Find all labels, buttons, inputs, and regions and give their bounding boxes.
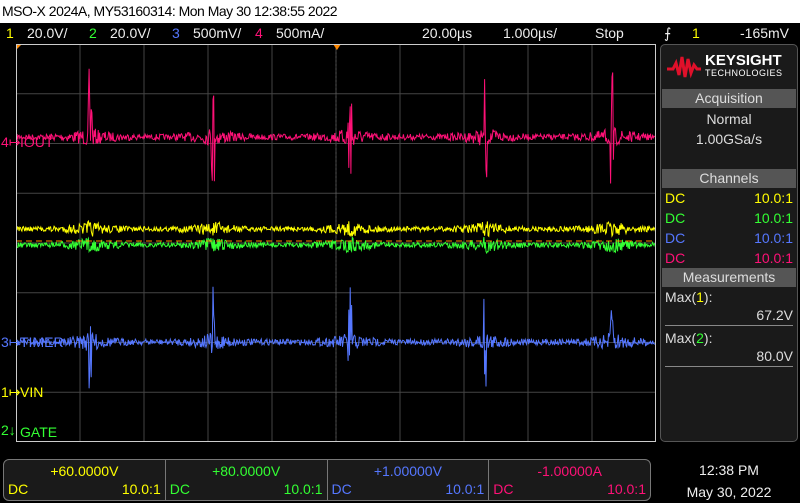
ch4-number[interactable]: 4 [255,25,263,41]
ch3-timer-trace [16,286,656,389]
channel-row-1: DC 10.0:1 [665,190,793,206]
measurement-1: Max(1): 67.2V [661,287,797,328]
channel-row-2: DC 10.0:1 [665,210,793,226]
timebase[interactable]: 1.000µs/ [503,25,557,41]
acquisition-mode: Normal [706,111,752,127]
sample-rate: 1.00GSa/s [695,131,763,147]
ch4-ground-marker[interactable]: 4↦ [1,134,21,150]
channel-offset-bar: +60.0000V DC 10.0:1 +80.0000V DC 10.0:1 +1.0… [3,459,651,501]
waveform-traces [16,68,656,389]
delay-marker [16,44,22,50]
ch3-offset-box[interactable]: +1.00000V DC 10.0:1 [328,460,490,500]
ch4-offset-box[interactable]: -1.00000A DC 10.0:1 [493,463,646,497]
ch2-label: GATE [20,424,58,440]
clock-time: 12:38 PM [699,462,759,478]
channel-row-4: DC 10.0:1 [665,250,793,266]
side-panel: KEYSIGHT TECHNOLOGIES Acquisition Normal… [660,44,798,442]
ch3-ground-marker[interactable]: 3↦ [1,334,21,350]
measurement-2: Max(2): 80.0V [661,328,797,369]
measurements-header[interactable]: Measurements [662,268,796,287]
rising-edge-icon: ⨍ [664,25,672,41]
ch4-scale[interactable]: 500mA/ [276,25,325,41]
ch3-label: TIMER [20,334,64,350]
ch2-offset-box[interactable]: +80.0000V DC 10.0:1 [166,460,328,500]
channels-header[interactable]: Channels [662,169,796,188]
ch3-number[interactable]: 3 [172,25,180,41]
status-bar: 1 20.0V/ 2 20.0V/ 3 500mV/ 4 500mA/ 20.0… [0,23,800,43]
ch1-offset-box[interactable]: +60.0000V DC 10.0:1 [4,460,166,500]
acquisition-header[interactable]: Acquisition [662,89,796,108]
channel-row-3: DC 10.0:1 [665,230,793,246]
horizontal-delay[interactable]: 20.00µs [422,25,473,41]
ch3-scale[interactable]: 500mV/ [193,25,242,41]
ch2-ground-marker[interactable]: 2↓ [1,422,16,438]
graticule-border [16,44,656,442]
keysight-logo: KEYSIGHT TECHNOLOGIES [661,45,797,89]
trigger-source[interactable]: 1 [692,25,700,41]
brand-sub: TECHNOLOGIES [705,68,783,78]
ch1-ground-marker[interactable]: 1↦ [1,384,21,400]
clock-date: May 30, 2022 [686,484,772,500]
ch2-scale[interactable]: 20.0V/ [110,25,151,41]
ch1-label: VIN [20,384,44,400]
ch4-label: IOUT [20,134,54,150]
ch1-number[interactable]: 1 [6,25,14,41]
brand-name: KEYSIGHT [705,52,782,69]
ch2-number[interactable]: 2 [89,25,97,41]
ch4-iout-trace [16,68,656,184]
window-title: MSO-X 2024A, MY53160314: Mon May 30 12:3… [0,0,800,23]
trigger-position-marker [333,44,341,50]
ch1-vin-trace [16,219,656,238]
ch1-scale[interactable]: 20.0V/ [27,25,68,41]
run-state[interactable]: Stop [595,25,624,41]
keysight-wave-icon [667,56,701,79]
clock: 12:38 PM May 30, 2022 [660,459,798,503]
trigger-level[interactable]: -165mV [740,25,790,41]
ch2-gate-trace [16,236,656,255]
waveform-display[interactable] [0,0,660,445]
